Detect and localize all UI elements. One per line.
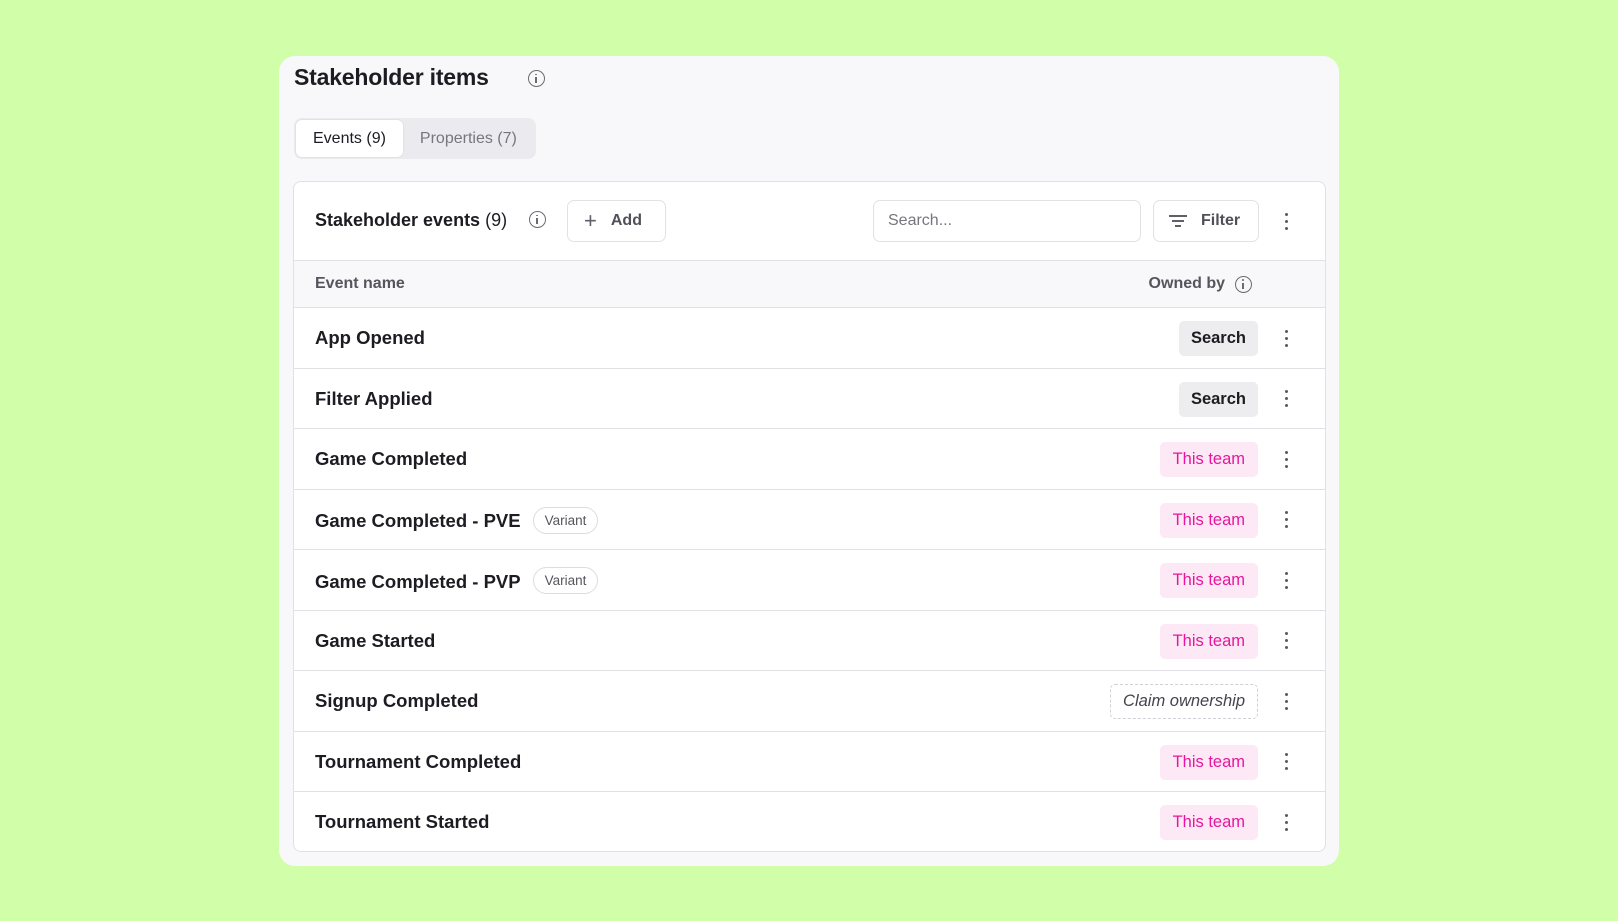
events-panel: Stakeholder events (9) + Add Filter Event… [293,181,1326,852]
event-name-cell: Game Completed [315,448,467,470]
row-more-options-icon[interactable] [1276,747,1296,777]
owner-badge: This team [1159,502,1258,538]
owner-badge: This team [1159,563,1258,598]
tab-bar: Events (9) Properties (7) [294,118,536,159]
owner-badge: This team [1159,442,1258,477]
table-row[interactable]: Tournament Completed This team [294,732,1325,792]
event-name[interactable]: Game Completed - PVE [315,510,521,531]
event-name[interactable]: Filter Applied [315,387,433,409]
table-row[interactable]: Game Completed - PVE Variant This team [294,490,1325,550]
page-title: Stakeholder items [294,64,489,90]
stakeholder-items-card: Stakeholder items Events (9) Properties … [279,56,1339,866]
row-more-options-icon[interactable] [1276,323,1296,353]
table-header: Event name Owned by [294,261,1325,308]
section-title: Stakeholder events (9) [315,210,507,231]
event-name-cell: App Opened [315,327,425,349]
event-name[interactable]: Game Completed [315,448,468,469]
filter-icon [1169,214,1187,228]
event-name-cell: Game Completed - PVP Variant [315,567,599,594]
row-more-options-icon[interactable] [1276,444,1296,474]
column-event-name[interactable]: Event name [315,275,405,292]
owner-badge: This team [1159,744,1258,780]
owner-badge: Search [1178,321,1258,356]
row-more-options-icon[interactable] [1276,505,1296,535]
toolbar: Stakeholder events (9) + Add Filter [294,182,1325,261]
event-name-cell: Game Completed - PVE Variant [315,506,599,534]
table-row[interactable]: App Opened Search [294,308,1325,369]
owner-badge: This team [1159,805,1258,840]
event-name-cell: Game Started [315,630,435,652]
table-row[interactable]: Signup Completed Claim ownership [294,671,1325,732]
table-row[interactable]: Game Started This team [294,611,1325,671]
tab-events[interactable]: Events (9) [296,120,403,157]
row-more-options-icon[interactable] [1276,807,1296,837]
column-owned-by[interactable]: Owned by [1149,275,1252,293]
section-count: (9) [485,210,508,230]
table-row[interactable]: Game Completed This team [294,429,1325,490]
info-icon[interactable] [1235,275,1252,293]
more-options-icon[interactable] [1276,206,1296,236]
row-more-options-icon[interactable] [1276,565,1296,595]
row-more-options-icon[interactable] [1276,384,1296,414]
event-name-cell: Signup Completed [315,690,478,712]
search-input[interactable] [873,200,1141,242]
row-more-options-icon[interactable] [1276,686,1296,716]
tab-properties[interactable]: Properties (7) [419,129,517,147]
table-row[interactable]: Filter Applied Search [294,369,1325,429]
event-name[interactable]: Tournament Started [315,811,490,832]
event-name[interactable]: Signup Completed [315,690,479,711]
owner-badge: This team [1159,623,1258,659]
section-title-text: Stakeholder events [315,210,481,230]
owner-badge: Search [1178,381,1258,417]
table-row[interactable]: Tournament Started This team [294,792,1325,851]
event-name[interactable]: Game Started [315,629,436,651]
row-more-options-icon[interactable] [1276,626,1296,656]
info-icon[interactable] [528,70,545,87]
variant-badge: Variant [532,567,599,594]
event-name[interactable]: App Opened [315,327,425,348]
column-owned-by-label: Owned by [1148,275,1225,292]
event-name-cell: Filter Applied [315,388,433,410]
table-row[interactable]: Game Completed - PVP Variant This team [294,550,1325,611]
plus-icon: + [584,208,597,233]
event-name[interactable]: Tournament Completed [315,750,522,772]
filter-label: Filter [1201,212,1241,229]
add-label: Add [610,212,642,229]
event-name-cell: Tournament Completed [315,751,521,773]
variant-badge: Variant [532,506,599,534]
event-name-cell: Tournament Started [315,811,489,833]
claim-ownership-button[interactable]: Claim ownership [1110,684,1258,719]
table-body: App Opened Search Filter Applied Search … [294,308,1325,851]
info-icon[interactable] [529,211,546,228]
filter-button[interactable]: Filter [1153,200,1259,242]
add-button[interactable]: + Add [567,200,666,242]
event-name[interactable]: Game Completed - PVP [315,570,521,592]
